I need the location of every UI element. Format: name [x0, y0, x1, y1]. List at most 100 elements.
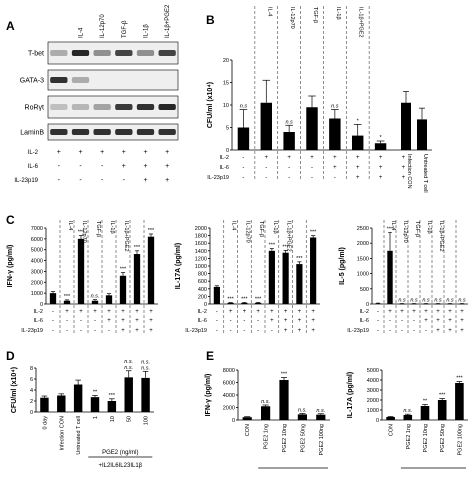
treatment-mark: - — [425, 328, 427, 334]
bar — [63, 300, 71, 304]
treatment-mark: + — [135, 309, 139, 315]
treatment-mark: + — [122, 163, 126, 170]
y-tick-label: 800 — [198, 272, 207, 278]
category-label: Untreated T cell — [76, 416, 82, 455]
y-tick-label: 0 — [366, 302, 369, 308]
treatment-mark: + — [107, 318, 111, 324]
significance-label: n.s. — [403, 408, 412, 414]
treatment-mark: + — [402, 155, 406, 161]
treatment-mark: + — [402, 165, 406, 171]
treatment-label: IL-6 — [220, 165, 229, 171]
y-axis-label: IFN-γ (pg/ml) — [205, 374, 212, 417]
treatment-mark: - — [377, 318, 379, 324]
significance-label: ** — [423, 399, 428, 405]
treatment-mark: - — [101, 163, 104, 170]
y-tick-label: 2000 — [223, 406, 235, 412]
treatment-label: IL-2 — [34, 309, 43, 315]
bar — [119, 275, 127, 304]
category-label: 1 — [93, 416, 99, 419]
y-tick-label: 4000 — [223, 393, 235, 399]
significance-label: n.s. — [298, 407, 307, 413]
bar — [213, 286, 220, 304]
y-tick-label: 2500 — [357, 226, 369, 232]
treatment-mark: + — [65, 309, 69, 315]
treatment-mark: + — [448, 309, 452, 315]
y-tick-label: 5 — [226, 126, 229, 132]
treatment-mark: - — [389, 328, 391, 334]
treatment-mark: + — [149, 318, 153, 324]
treatment-label: IL-23p19 — [207, 175, 229, 181]
bar — [403, 415, 413, 420]
treatment-label: IL-2 — [28, 150, 39, 156]
treatment-mark: + — [311, 328, 315, 334]
treatment-mark: + — [298, 309, 302, 315]
y-tick-label: 0 — [376, 418, 379, 424]
treatment-label: IL-23p19 — [21, 328, 43, 334]
treatment-mark: + — [143, 177, 147, 184]
y-tick-label: 4 — [30, 388, 33, 394]
bar — [279, 380, 289, 420]
y-tick-label: 10 — [223, 103, 229, 109]
lane-label: IL-4 — [390, 221, 396, 230]
treatment-mark: + — [333, 155, 337, 161]
significance-label: *** — [281, 372, 288, 378]
treatment-label: IL-6 — [198, 318, 207, 324]
bar — [435, 303, 441, 305]
treatment-mark: + — [424, 318, 428, 324]
chart-ifn-gamma-pge2: 0 2000 4000 6000 8000 IFN-γ (pg/ml) n.s. *** n.s… — [205, 368, 330, 469]
treatment-mark: - — [80, 328, 82, 334]
bar — [107, 401, 117, 412]
y-tick-label: 0 — [204, 302, 207, 308]
lane-label: TGF-β — [122, 20, 128, 38]
treatment-mark: + — [287, 155, 291, 161]
treatment-mark: + — [93, 309, 97, 315]
y-tick-label: 1000 — [367, 408, 379, 414]
y-tick-label: 8000 — [223, 368, 235, 374]
treatment-mark: + — [448, 318, 452, 324]
treatment-mark: + — [143, 149, 147, 156]
y-axis-label: CFU/ml (x10⁴) — [207, 82, 214, 128]
significance-label: *** — [64, 294, 71, 300]
y-tick-label: 500 — [360, 287, 369, 293]
significance-label: *** — [282, 244, 289, 250]
significance-label: n.s. — [124, 359, 133, 365]
blot-band — [115, 50, 133, 56]
blot-band — [136, 129, 155, 135]
treatment-mark: - — [288, 165, 290, 171]
blot-band — [71, 50, 90, 56]
category-label: 50 — [127, 416, 133, 422]
category-label: Infection CON — [406, 154, 412, 189]
bar — [282, 252, 289, 304]
blot-band — [50, 50, 68, 56]
treatment-mark: - — [288, 175, 290, 181]
treatment-mark: + — [436, 309, 440, 315]
blot-band — [50, 129, 68, 135]
category-label: 0 day — [42, 416, 48, 430]
treatment-mark: + — [149, 328, 153, 334]
bar — [374, 143, 387, 150]
treatment-mark: - — [401, 318, 403, 324]
treatment-mark: - — [334, 175, 336, 181]
lane-label: IL-1β — [335, 7, 341, 20]
treatment-mark: + — [270, 318, 274, 324]
category-label: PGE2 1ng — [406, 424, 412, 449]
panel-letter-c: C — [6, 213, 15, 227]
bar — [91, 300, 99, 304]
y-axis-label: IL-17A (pg/ml) — [347, 372, 354, 418]
category-label: 10 — [110, 416, 116, 422]
significance-label: *** — [227, 296, 234, 302]
bar — [57, 395, 66, 412]
group-title: PGE2 (ng/ml) — [102, 450, 138, 456]
category-label: PGE2 50ng — [440, 424, 446, 452]
y-tick-label: 6000 — [223, 381, 235, 387]
blot-band — [93, 129, 111, 135]
lane-label: IL-1β — [272, 221, 278, 234]
y-tick-label: 2000 — [357, 241, 369, 247]
y-tick-label: 2 — [30, 399, 33, 405]
treatment-mark: + — [256, 309, 260, 315]
treatment-mark: + — [143, 163, 147, 170]
category-label: PGE2 100ng — [457, 424, 463, 456]
bar — [147, 236, 155, 304]
y-tick-label: 6000 — [31, 237, 43, 243]
treatment-mark: + — [388, 309, 392, 315]
